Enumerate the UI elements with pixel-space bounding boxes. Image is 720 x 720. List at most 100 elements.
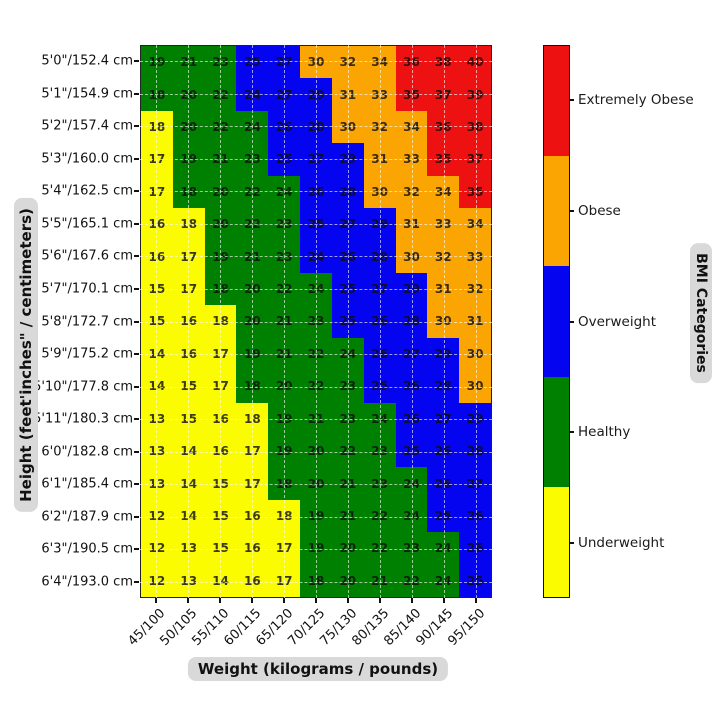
- legend-swatch-underweight: [544, 486, 569, 598]
- heatmap-cell: 39: [459, 78, 491, 111]
- heatmap-cell: 15: [204, 467, 237, 500]
- heatmap-cell: 21: [363, 564, 396, 597]
- heatmap-cell: 16: [204, 402, 237, 435]
- heatmap-cell: 40: [459, 46, 491, 79]
- colorbar-tick: [570, 320, 574, 323]
- heatmap-cell: 25: [395, 434, 428, 468]
- heatmap-cell: 17: [204, 370, 237, 403]
- heatmap-cell: 27: [268, 46, 301, 79]
- heatmap-cell: 26: [459, 532, 491, 565]
- heatmap-cell: 27: [459, 467, 491, 500]
- heatmap-cell: 26: [427, 434, 460, 468]
- y-tick-mark: [134, 353, 139, 356]
- colorbar-tick: [570, 431, 574, 434]
- heatmap-cell: 20: [172, 110, 205, 144]
- heatmap-cell: 18: [268, 499, 301, 533]
- heatmap-cell: 27: [331, 208, 364, 241]
- heatmap-cell: 25: [236, 46, 269, 79]
- heatmap-cell: 25: [427, 499, 460, 533]
- y-axis-label: 5'3"/160.0 cm: [41, 151, 133, 167]
- heatmap-cell: 20: [204, 208, 237, 241]
- heatmap-cell: 30: [459, 337, 491, 371]
- heatmap-cell: 21: [204, 143, 237, 176]
- heatmap-cell: 12: [141, 564, 173, 597]
- heatmap-cell: 24: [395, 467, 428, 500]
- heatmap-cell: 34: [427, 175, 460, 209]
- y-axis-title: Height (feet'inches" / centimeters): [14, 198, 38, 512]
- heatmap-cell: 17: [204, 337, 237, 371]
- x-tick-mark: [283, 598, 285, 603]
- heatmap-cell: 21: [172, 46, 205, 79]
- heatmap-cell: 21: [300, 402, 332, 435]
- heatmap-cell: 23: [268, 208, 301, 241]
- heatmap-cell: 19: [300, 499, 332, 533]
- heatmap-cell: 30: [331, 110, 364, 144]
- heatmap-cell: 17: [141, 175, 173, 209]
- heatmap-cell: 15: [172, 370, 205, 403]
- y-axis-label: 6'4"/193.0 cm: [41, 574, 133, 590]
- y-tick-mark: [134, 157, 139, 160]
- y-axis-label: 5'8"/172.7 cm: [41, 314, 133, 329]
- heatmap-cell: 22: [331, 434, 364, 468]
- heatmap-cell: 19: [300, 532, 332, 565]
- heatmap-cell: 14: [172, 499, 205, 533]
- heatmap-cell: 25: [331, 272, 364, 306]
- heatmap-cell: 30: [427, 305, 460, 338]
- y-tick-mark: [134, 60, 139, 63]
- heatmap-cell: 12: [141, 532, 173, 565]
- heatmap-cell: 24: [331, 337, 364, 371]
- y-tick-mark: [134, 255, 139, 258]
- heatmap-cell: 20: [172, 78, 205, 111]
- heatmap-cell: 20: [236, 272, 269, 306]
- heatmap-cell: 19: [204, 240, 237, 273]
- heatmap-cell: 25: [331, 305, 364, 338]
- heatmap-cell: 20: [331, 564, 364, 597]
- heatmap-cell: 22: [236, 208, 269, 241]
- legend-swatch-healthy: [544, 376, 569, 487]
- heatmap-cell: 18: [236, 402, 269, 435]
- y-tick-mark: [134, 450, 139, 453]
- heatmap-cell: 26: [395, 402, 428, 435]
- heatmap-cell: 32: [459, 272, 491, 306]
- bmi-heatmap: 19 21 23 25 27 30 32 34 36 38 40 18 20 22 24 27 29 31 33 35…: [140, 45, 492, 598]
- heatmap-cell: 37: [459, 143, 491, 176]
- legend-label: Underweight: [578, 534, 665, 551]
- heatmap-cell: 35: [459, 175, 491, 209]
- x-tick-mark: [347, 598, 349, 603]
- heatmap-cell: 18: [172, 175, 205, 209]
- heatmap-cell: 25: [363, 370, 396, 403]
- y-axis-label: 5'0"/152.4 cm: [41, 53, 133, 69]
- heatmap-cell: 20: [204, 175, 237, 209]
- heatmap-cell: 14: [172, 467, 205, 500]
- heatmap-cell: 29: [427, 337, 460, 371]
- heatmap-cell: 19: [172, 143, 205, 176]
- heatmap-cell: 22: [363, 532, 396, 565]
- heatmap-cell: 23: [204, 46, 237, 79]
- heatmap-cell: 20: [300, 434, 332, 468]
- y-axis-label: 6'2"/187.9 cm: [41, 509, 133, 525]
- heatmap-cell: 14: [141, 370, 173, 403]
- heatmap-cell: 19: [268, 434, 301, 468]
- y-axis-label: 5'7"/170.1 cm: [41, 281, 133, 297]
- heatmap-cell: 25: [268, 143, 301, 176]
- x-tick-mark: [443, 598, 445, 603]
- heatmap-cell: 22: [204, 78, 237, 111]
- heatmap-cell: 33: [459, 240, 491, 273]
- heatmap-cell: 18: [204, 272, 237, 306]
- heatmap-cell: 24: [427, 564, 460, 597]
- heatmap-cell: 22: [300, 337, 332, 371]
- heatmap-cell: 34: [395, 110, 428, 144]
- heatmap-cell: 18: [141, 78, 173, 111]
- y-tick-mark: [134, 483, 139, 486]
- y-axis-label: 5'9"/175.2 cm: [41, 346, 133, 362]
- heatmap-cell: 23: [363, 434, 396, 468]
- heatmap-cell: 27: [363, 272, 396, 306]
- heatmap-cell: 28: [300, 110, 332, 144]
- heatmap-cell: 30: [300, 46, 332, 79]
- heatmap-cell: 19: [268, 402, 301, 435]
- colorbar-title: BMI Categories: [690, 243, 712, 383]
- heatmap-cell: 32: [363, 110, 396, 144]
- heatmap-cell: 13: [172, 532, 205, 565]
- heatmap-cell: 31: [459, 305, 491, 338]
- heatmap-cell: 37: [427, 78, 460, 111]
